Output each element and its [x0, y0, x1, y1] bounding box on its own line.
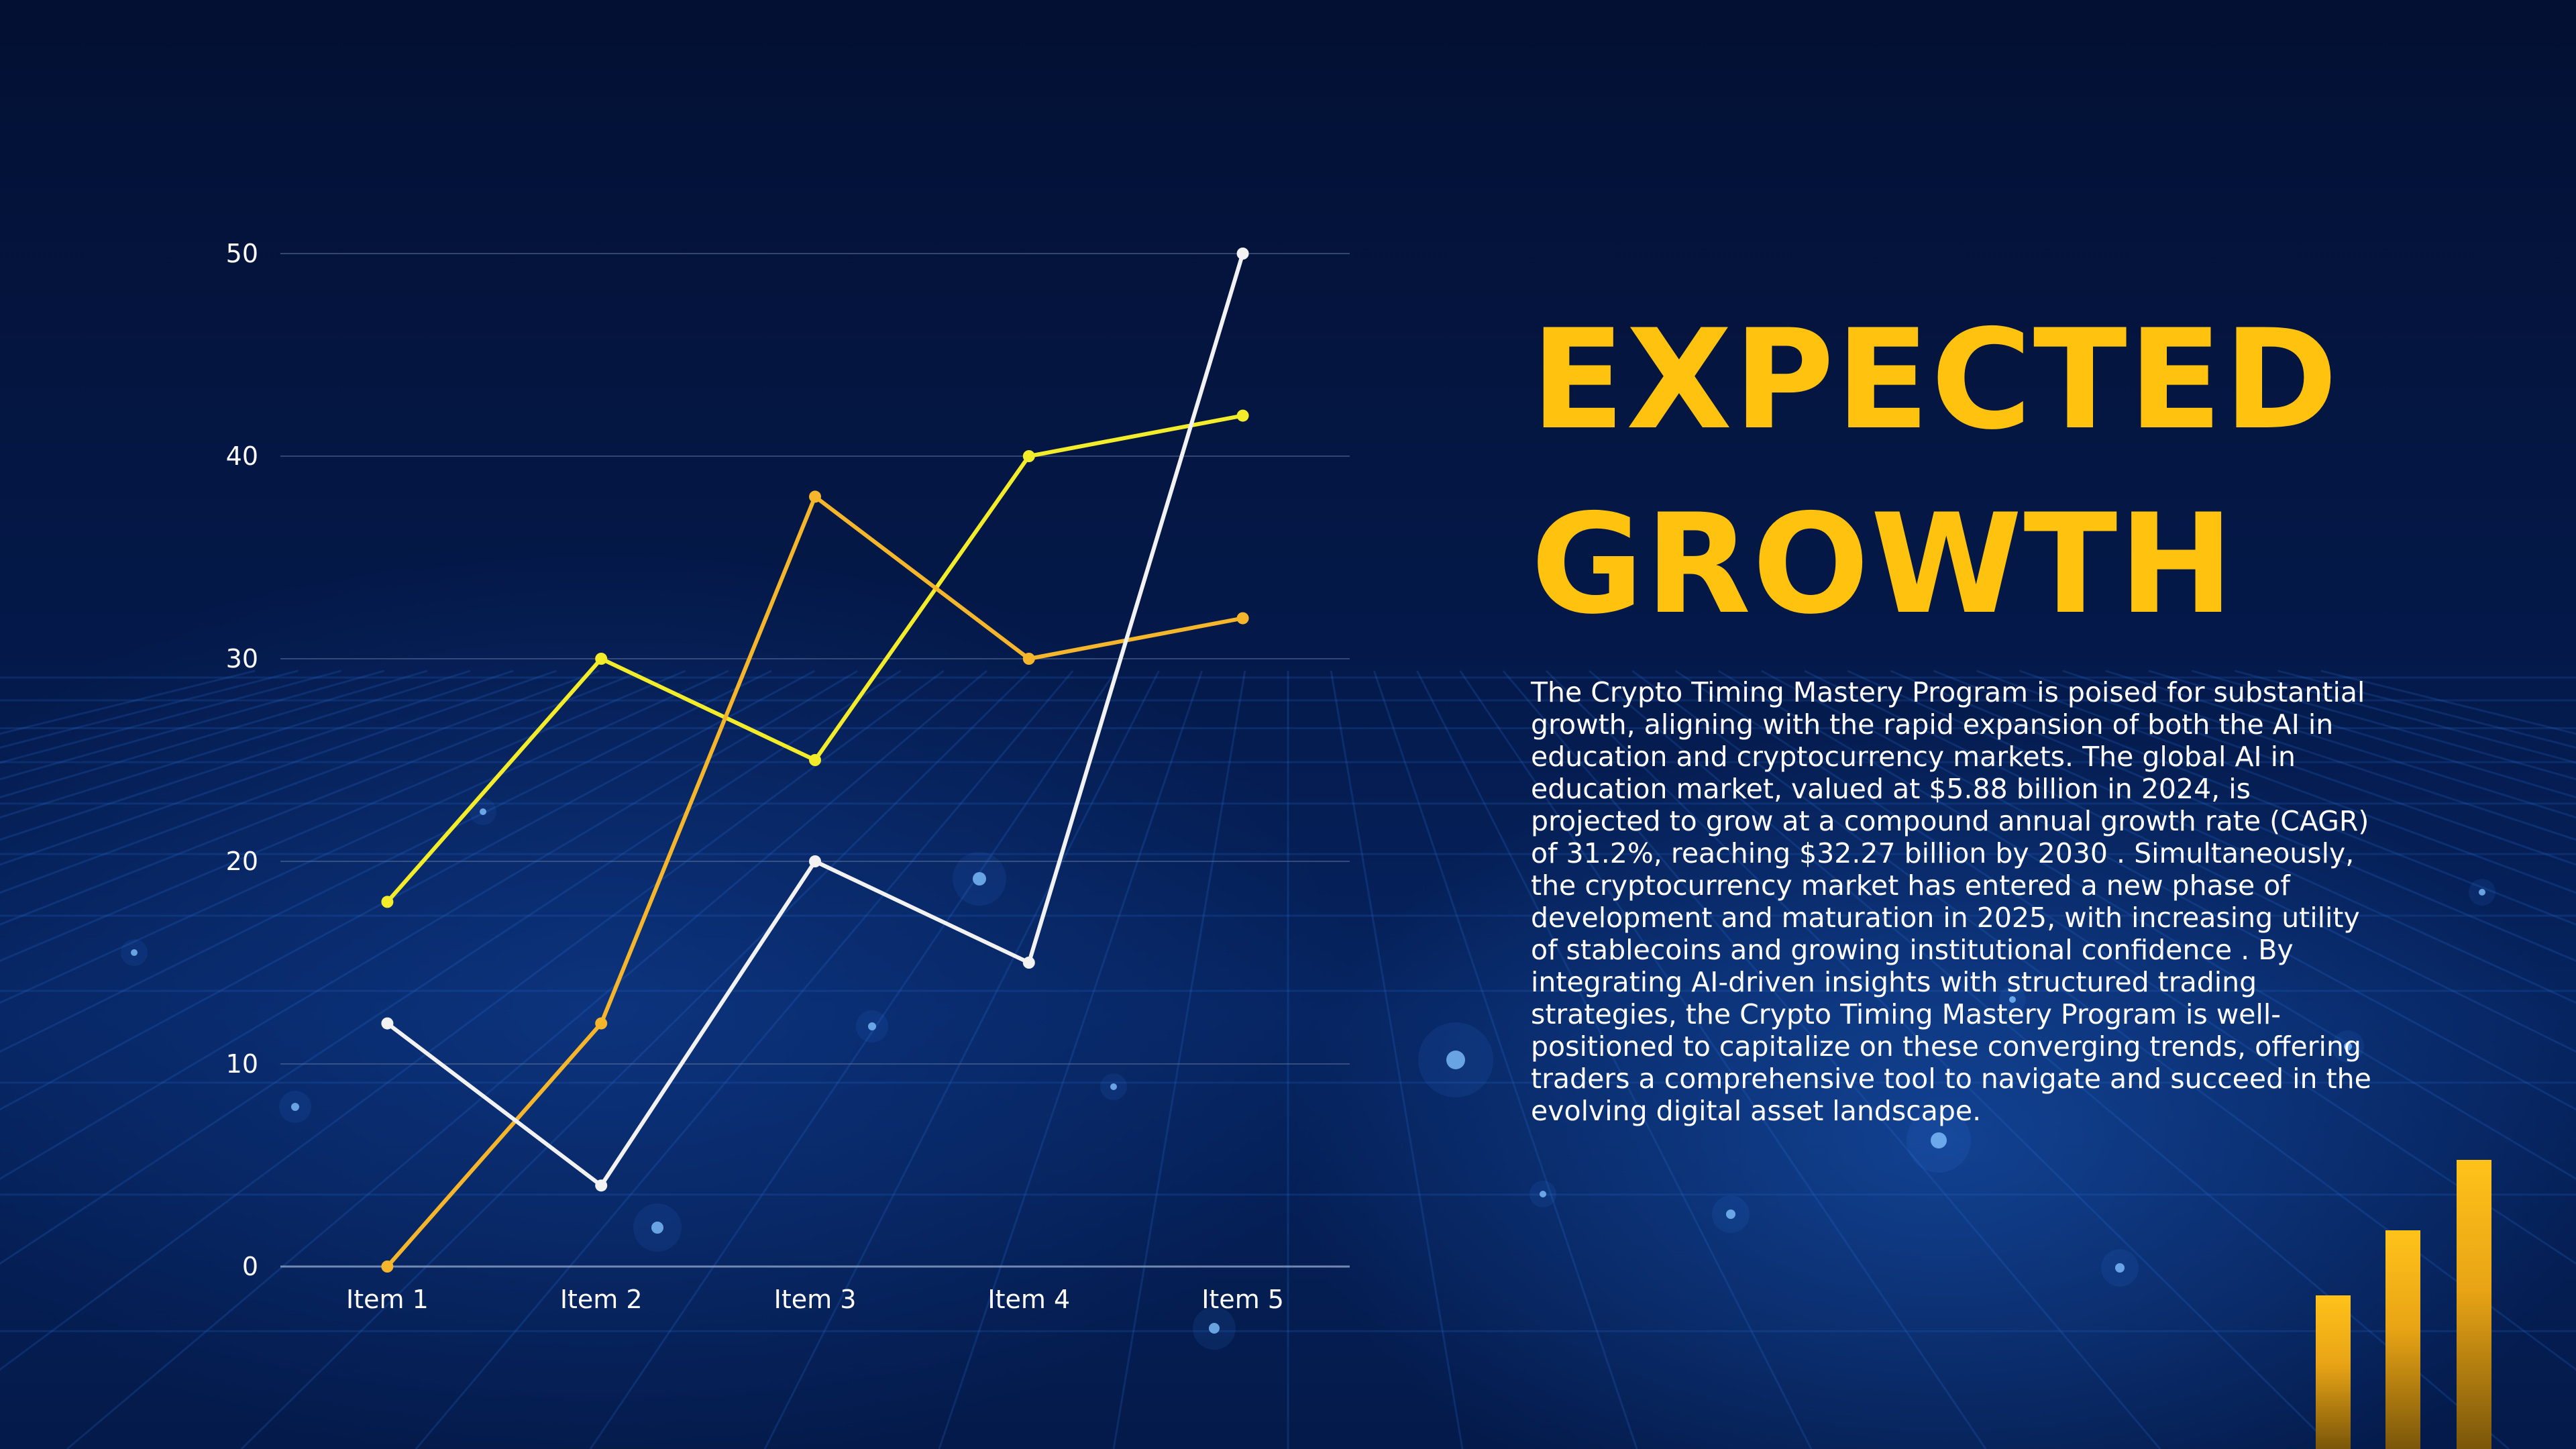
y-axis: 0 10 20 30 40 50 — [226, 239, 258, 1281]
data-point — [809, 855, 821, 867]
data-point — [1022, 450, 1035, 462]
title-line-2: GROWTH — [1531, 485, 2235, 645]
chart-series — [381, 248, 1249, 1273]
data-point — [809, 754, 821, 766]
y-tick-label: 20 — [226, 847, 258, 876]
decorative-bar — [2316, 1295, 2351, 1449]
data-point — [595, 1017, 608, 1030]
decorative-bar — [2457, 1160, 2491, 1449]
data-point — [1236, 248, 1249, 260]
x-tick-label: Item 2 — [560, 1285, 643, 1314]
series-line-3 — [385, 252, 1245, 1188]
description-paragraph: The Crypto Timing Mastery Program is poi… — [1531, 676, 2371, 1127]
title-line-1: EXPECTED — [1531, 301, 2339, 460]
data-point — [1022, 957, 1035, 969]
x-tick-label: Item 3 — [774, 1285, 857, 1314]
data-point — [595, 653, 608, 665]
page-title: EXPECTED GROWTH — [1531, 288, 2470, 657]
data-point — [381, 1017, 394, 1030]
y-tick-label: 30 — [226, 644, 258, 674]
x-axis: Item 1 Item 2 Item 3 Item 4 Item 5 — [346, 1285, 1284, 1314]
x-tick-label: Item 1 — [346, 1285, 429, 1314]
data-point — [1236, 612, 1249, 625]
y-tick-label: 50 — [226, 239, 258, 268]
x-tick-label: Item 4 — [987, 1285, 1070, 1314]
y-tick-label: 0 — [242, 1252, 258, 1281]
data-point — [1236, 409, 1249, 422]
y-tick-label: 40 — [226, 441, 258, 471]
y-tick-label: 10 — [226, 1049, 258, 1079]
data-point — [595, 1179, 608, 1192]
data-point — [809, 490, 821, 503]
x-tick-label: Item 5 — [1201, 1285, 1284, 1314]
data-point — [1022, 653, 1035, 665]
data-point — [381, 896, 394, 908]
decorative-bar — [2385, 1230, 2420, 1449]
series-line-2 — [385, 494, 1245, 1269]
data-point — [381, 1260, 394, 1273]
chart-gridlines — [280, 253, 1350, 1268]
